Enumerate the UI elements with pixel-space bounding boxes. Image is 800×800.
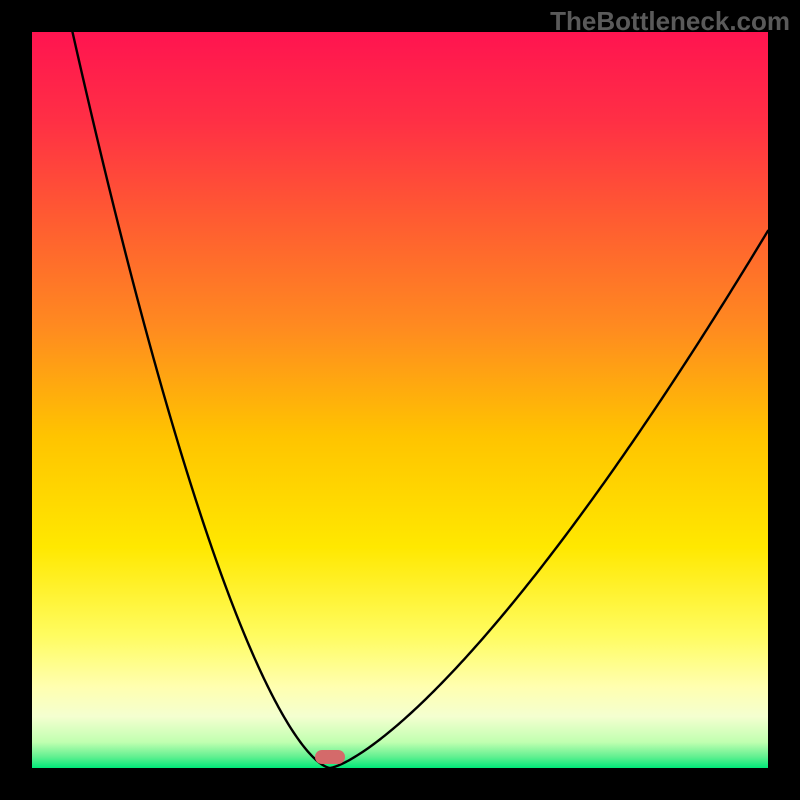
chart-background — [32, 32, 768, 768]
bottleneck-curve-chart — [32, 32, 768, 768]
optimal-point-marker — [315, 750, 345, 764]
optimal-marker-pill — [315, 750, 345, 764]
watermark-text: TheBottleneck.com — [550, 6, 790, 37]
chart-container: TheBottleneck.com — [0, 0, 800, 800]
